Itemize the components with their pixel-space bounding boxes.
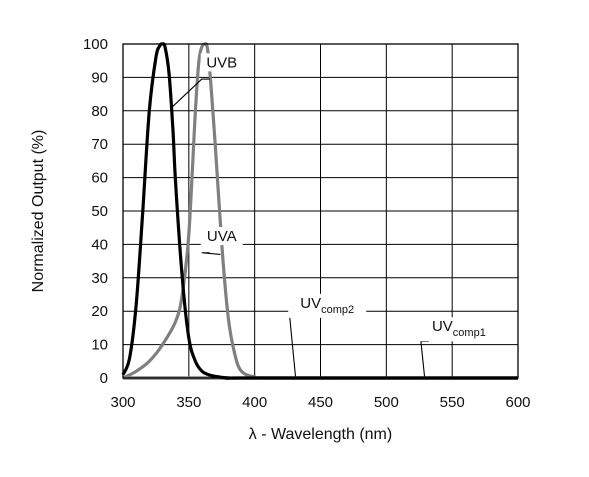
- label-background: [200, 227, 243, 246]
- x-tick-label: 450: [308, 394, 333, 411]
- leader-line: [171, 78, 210, 108]
- label-background: [200, 53, 243, 72]
- y-tick-label: 50: [91, 203, 108, 220]
- leader-line: [288, 311, 298, 377]
- y-tick-label: 90: [91, 69, 108, 86]
- y-tick-label: 10: [91, 337, 108, 354]
- y-tick-label: 40: [91, 236, 108, 253]
- leader-line: [201, 252, 221, 255]
- x-tick-label: 400: [242, 394, 267, 411]
- x-tick-label: 350: [176, 394, 201, 411]
- y-axis-title: Normalized Output (%): [30, 130, 47, 293]
- y-tick-label: 60: [91, 170, 108, 187]
- x-tick-label: 600: [505, 394, 530, 411]
- y-tick-label: 70: [91, 136, 108, 153]
- x-tick-label: 550: [440, 394, 465, 411]
- series-line-uvb: [121, 42, 518, 380]
- label-background: [288, 293, 367, 318]
- y-tick-label: 100: [83, 36, 108, 53]
- series-label-subscript: comp1: [453, 327, 486, 339]
- plot-frame: [122, 43, 519, 379]
- series-label-uva: UVA: [207, 228, 237, 245]
- label-background: [419, 317, 498, 342]
- x-tick-label: 300: [110, 394, 135, 411]
- series-label-subscript: comp2: [321, 304, 354, 316]
- y-tick-label: 30: [91, 270, 108, 287]
- x-tick-label: 500: [374, 394, 399, 411]
- y-tick-label: 80: [91, 103, 108, 120]
- series-label-uvb: UVB: [206, 54, 237, 71]
- axis-ticks: 300 350 400 450 500 550 600 0 10 20 30 40 50 60 70 80 90…: [83, 36, 531, 411]
- y-tick-label: 0: [100, 370, 108, 387]
- y-tick-label: 20: [91, 303, 108, 320]
- leader-line: [420, 340, 429, 377]
- x-axis-title: λ - Wavelength (nm): [249, 426, 392, 443]
- series-line-uva: [122, 42, 519, 380]
